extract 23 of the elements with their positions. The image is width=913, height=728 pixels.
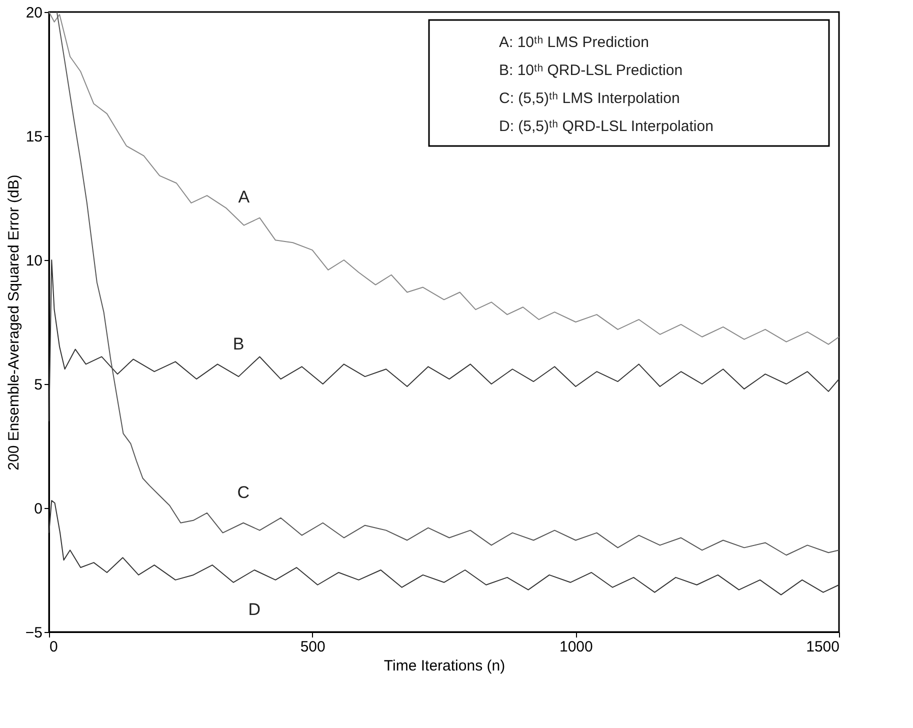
- line-series: [56, 12, 840, 556]
- y-axis-title: 200 Ensemble-Averaged Squared Error (dB): [5, 174, 22, 470]
- x-tick-label: 1500: [806, 638, 840, 656]
- series-label: A: [238, 187, 250, 206]
- series-label: D: [248, 600, 261, 619]
- y-tick-label: 0: [34, 500, 42, 518]
- y-tick-label: 10: [26, 252, 42, 270]
- x-axis-title: Time Iterations (n): [384, 658, 506, 674]
- line-series: [48, 260, 840, 422]
- annotation: B: 10ᵗʰ QRD-LSL Prediction: [499, 62, 683, 79]
- y-tick-label: −5: [25, 624, 42, 642]
- y-tick-label: 15: [26, 128, 42, 146]
- line-series: [48, 500, 840, 596]
- annotation: A: 10ᵗʰ LMS Prediction: [499, 34, 649, 51]
- series-label: B: [232, 334, 244, 354]
- x-tick-label: 0: [50, 638, 58, 656]
- annotation: D: (5,5)ᵗʰ QRD-LSL Interpolation: [499, 118, 714, 135]
- y-tick-label: 20: [26, 4, 42, 22]
- x-tick-label: 500: [300, 638, 326, 656]
- x-tick-label: 1000: [559, 638, 593, 656]
- series-label: C: [237, 482, 250, 502]
- annotation: C: (5,5)ᵗʰ LMS Interpolation: [499, 90, 680, 107]
- y-tick-label: 5: [34, 376, 42, 394]
